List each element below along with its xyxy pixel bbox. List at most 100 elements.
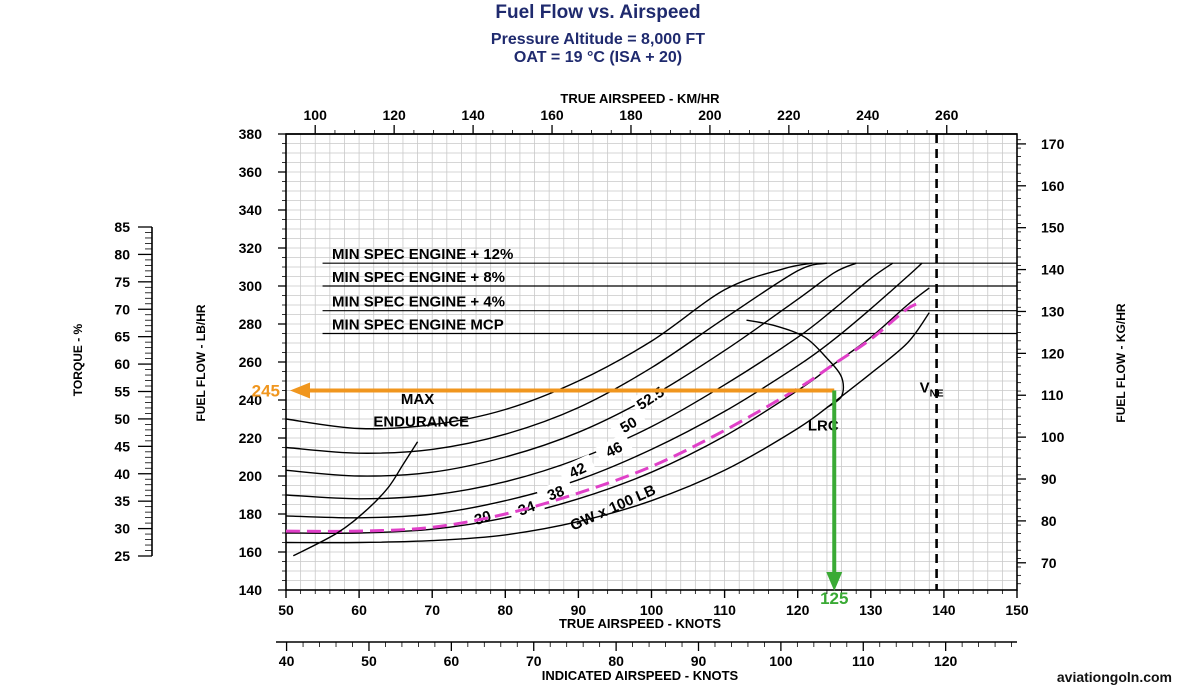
y-right-tick-label: 90 bbox=[1041, 471, 1057, 487]
x-top-axis-label: TRUE AIRSPEED - KM/HR bbox=[560, 91, 720, 106]
x-top-tick-label: 120 bbox=[382, 107, 406, 123]
torque-tick-label: 35 bbox=[114, 493, 130, 509]
y-tick-label: 220 bbox=[239, 430, 263, 446]
chart-title: Fuel Flow vs. Airspeed bbox=[495, 2, 700, 23]
x-tick-label: 50 bbox=[278, 602, 294, 618]
y-tick-label: 180 bbox=[239, 506, 263, 522]
max-endurance-label-1: MAX bbox=[401, 391, 434, 408]
torque-tick-label: 55 bbox=[114, 384, 130, 400]
y-right-tick-label: 170 bbox=[1041, 136, 1065, 152]
torque-tick-label: 80 bbox=[114, 246, 130, 262]
y-tick-label: 140 bbox=[239, 582, 263, 598]
torque-tick-label: 65 bbox=[114, 329, 130, 345]
vne-label: VNE bbox=[920, 379, 944, 399]
orange-arrow-head bbox=[290, 382, 310, 399]
gw-curve-50 bbox=[285, 262, 828, 454]
gw-label-mask bbox=[594, 432, 633, 464]
gw-curve-38 bbox=[285, 262, 923, 519]
y-tick-label: 340 bbox=[239, 202, 263, 218]
x-indicated-tick-label: 90 bbox=[691, 653, 707, 669]
gw-curve-label: 42 bbox=[567, 460, 589, 482]
x-top-tick-label: 140 bbox=[461, 107, 485, 123]
y-right-tick-label: 160 bbox=[1041, 178, 1065, 194]
x-tick-label: 120 bbox=[786, 602, 810, 618]
lrc-label: LRC bbox=[808, 417, 839, 434]
gw-curve-label: 50 bbox=[617, 414, 640, 437]
gw-label-mask bbox=[608, 407, 647, 440]
y-tick-label: 300 bbox=[239, 278, 263, 294]
y-right-axis-label: FUEL FLOW - KG/HR bbox=[1114, 303, 1128, 422]
torque-tick-label: 60 bbox=[114, 356, 130, 372]
torque-tick-label: 40 bbox=[114, 466, 130, 482]
limit-line-label: MIN SPEC ENGINE + 8% bbox=[332, 269, 505, 286]
y-tick-label: 360 bbox=[239, 164, 263, 180]
x-top-tick-label: 220 bbox=[777, 107, 801, 123]
torque-tick-label: 45 bbox=[114, 438, 130, 454]
x-indicated-tick-label: 80 bbox=[608, 653, 624, 669]
gw-label-mask bbox=[557, 454, 596, 484]
y-right-tick-label: 150 bbox=[1041, 220, 1065, 236]
x-tick-label: 60 bbox=[351, 602, 367, 618]
y-left-axis-label: FUEL FLOW - LB/HR bbox=[194, 304, 208, 421]
x-indicated-tick-label: 50 bbox=[361, 653, 377, 669]
x-tick-label: 140 bbox=[932, 602, 956, 618]
y-tick-label: 240 bbox=[239, 392, 263, 408]
gw-curve-52.5 bbox=[285, 262, 813, 430]
lrc-line bbox=[746, 319, 845, 409]
y-right-tick-label: 140 bbox=[1041, 262, 1065, 278]
y-tick-label: 320 bbox=[239, 240, 263, 256]
torque-tick-label: 25 bbox=[114, 548, 130, 564]
limit-line-label: MIN SPEC ENGINE + 12% bbox=[332, 246, 513, 263]
torque-axis-label: TORQUE - % bbox=[71, 323, 85, 396]
green-arrow-head bbox=[826, 572, 843, 591]
x-top-tick-label: 240 bbox=[856, 107, 880, 123]
chart-subtitle-1: Pressure Altitude = 8,000 FT bbox=[491, 31, 705, 48]
torque-tick-label: 70 bbox=[114, 301, 130, 317]
gw-label-mask bbox=[536, 477, 575, 507]
y-right-tick-label: 80 bbox=[1041, 513, 1057, 529]
watermark: aviationgoln.com bbox=[1057, 669, 1172, 685]
x-top-tick-label: 100 bbox=[304, 107, 328, 123]
x-tick-label: 130 bbox=[859, 602, 883, 618]
y-tick-label: 380 bbox=[239, 126, 263, 142]
x-indicated-tick-label: 110 bbox=[852, 653, 875, 669]
x-tick-label: 90 bbox=[571, 602, 587, 618]
x-tick-label: 150 bbox=[1005, 602, 1029, 618]
torque-tick-label: 75 bbox=[114, 274, 130, 290]
x-indicated-tick-label: 100 bbox=[769, 653, 793, 669]
gw-label-mask bbox=[507, 493, 545, 521]
x-top-tick-label: 160 bbox=[540, 107, 564, 123]
y-tick-label: 200 bbox=[239, 468, 263, 484]
y-tick-label: 160 bbox=[239, 544, 263, 560]
max-endurance-label-2: ENDURANCE bbox=[373, 414, 469, 431]
x-tick-label: 70 bbox=[424, 602, 440, 618]
magenta-dashed-curve bbox=[285, 301, 923, 533]
y-right-tick-label: 100 bbox=[1041, 429, 1065, 445]
gw-curve-30 bbox=[285, 312, 930, 544]
y-tick-label: 280 bbox=[239, 316, 263, 332]
max-endurance-line bbox=[292, 441, 419, 557]
gw-curve-42 bbox=[285, 262, 894, 500]
gw-curve-label: 46 bbox=[603, 439, 626, 462]
y-right-tick-label: 120 bbox=[1041, 345, 1065, 361]
limit-line-label: MIN SPEC ENGINE + 4% bbox=[332, 294, 505, 311]
chart-subtitle-2: OAT = 19 °C (ISA + 20) bbox=[514, 49, 682, 66]
y-right-tick-label: 110 bbox=[1041, 387, 1064, 403]
x-indicated-tick-label: 60 bbox=[444, 653, 460, 669]
limit-line-label: MIN SPEC ENGINE MCP bbox=[332, 317, 504, 334]
torque-tick-label: 30 bbox=[114, 521, 130, 537]
x-indicated-tick-label: 70 bbox=[526, 653, 542, 669]
gw-curve-34 bbox=[285, 287, 930, 534]
x-top-tick-label: 200 bbox=[698, 107, 722, 123]
torque-tick-label: 85 bbox=[114, 219, 130, 235]
answer-fuel-flow-label: 245 bbox=[252, 382, 280, 401]
x-tick-label: 100 bbox=[640, 602, 664, 618]
x-indicated-tick-label: 120 bbox=[934, 653, 958, 669]
x-indicated-tick-label: 40 bbox=[279, 653, 295, 669]
x-bottom-axis-label: TRUE AIRSPEED - KNOTS bbox=[559, 616, 721, 631]
torque-tick-label: 50 bbox=[114, 411, 130, 427]
gw-label-mask bbox=[463, 503, 502, 530]
x-top-tick-label: 260 bbox=[935, 107, 959, 123]
x-indicated-axis-label: INDICATED AIRSPEED - KNOTS bbox=[542, 668, 739, 683]
x-tick-label: 110 bbox=[713, 602, 736, 618]
